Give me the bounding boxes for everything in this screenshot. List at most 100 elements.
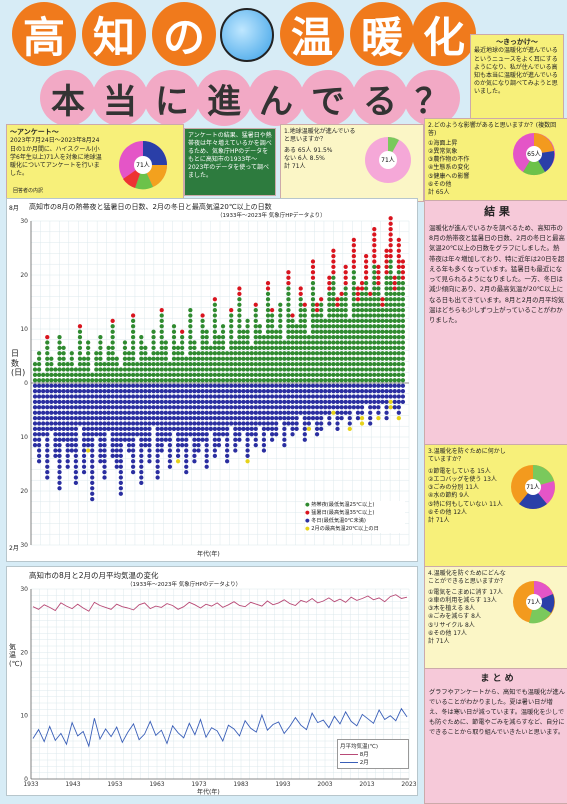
chart1-legend: ● 熱帯夜(最低気温25℃以上) ● 猛暑日(最高気温35℃以上) ● 冬日(最… — [305, 501, 405, 534]
winter-day-dot — [94, 394, 99, 399]
tropical-night-dot — [257, 345, 262, 351]
tropical-night-dot — [167, 372, 173, 378]
winter-day-dot — [167, 426, 173, 432]
tropical-night-dot — [376, 291, 381, 297]
winter-day-dot — [49, 405, 54, 410]
tropical-night-dot — [237, 361, 242, 367]
tropical-night-dot — [167, 378, 173, 383]
tropical-night-dot — [163, 367, 168, 372]
winter-day-dot — [302, 410, 307, 415]
winter-day-dot — [359, 405, 365, 410]
tropical-night-dot — [319, 340, 324, 345]
tropical-night-dot — [298, 378, 303, 383]
winter-day-dot — [57, 388, 62, 394]
tropical-night-dot — [310, 356, 316, 361]
winter-day-dot — [77, 421, 83, 426]
winter-day-dot — [225, 426, 230, 432]
tropical-night-dot — [363, 361, 369, 367]
winter-day-dot — [69, 410, 74, 415]
tropical-night-dot — [212, 302, 217, 307]
tropical-night-dot — [314, 329, 320, 334]
tropical-night-dot — [294, 334, 299, 340]
winter-day-dot — [102, 388, 107, 394]
tropical-night-dot — [351, 367, 356, 372]
winter-day-dot — [233, 442, 238, 448]
winter-day-dot — [81, 453, 87, 459]
tropical-night-dot — [32, 361, 38, 367]
tropical-night-dot — [241, 351, 246, 356]
tropical-night-dot — [363, 280, 369, 286]
winter-day-dot — [204, 432, 209, 437]
tropical-night-dot — [331, 361, 336, 367]
tropical-night-dot — [400, 302, 406, 307]
tropical-night-dot — [388, 345, 393, 351]
winter-day-dot — [163, 415, 168, 421]
extreme-heat-dot — [392, 280, 397, 286]
tropical-night-dot — [204, 351, 209, 356]
winter-day-dot — [282, 383, 287, 388]
winter-day-dot — [110, 437, 115, 442]
tropical-night-dot — [327, 318, 332, 324]
winter-day-dot — [327, 405, 332, 410]
tropical-night-dot — [359, 334, 365, 340]
tropical-night-dot — [171, 361, 177, 367]
extreme-heat-dot — [359, 280, 365, 286]
title-char: で — [300, 70, 356, 126]
tropical-night-dot — [69, 372, 74, 378]
winter-day-dot — [130, 421, 136, 426]
winter-day-dot — [319, 421, 324, 426]
tropical-night-dot — [130, 378, 136, 383]
extreme-heat-dot — [355, 291, 361, 297]
winter-day-dot — [261, 383, 267, 388]
winter-day-dot — [110, 426, 115, 432]
winter-day-dot — [200, 426, 205, 432]
tropical-night-dot — [392, 334, 397, 340]
warm-feb-dot — [331, 410, 336, 415]
chart2-legend: 月平均気温(℃) 8月 2月 — [337, 739, 409, 769]
q2-row: ②異常気象 — [428, 148, 458, 156]
winter-day-dot — [49, 415, 54, 421]
tropical-night-dot — [396, 372, 401, 378]
winter-day-dot — [143, 394, 148, 399]
tropical-night-dot — [327, 302, 332, 307]
tropical-night-dot — [400, 340, 406, 345]
q1-pie-center: 71人 — [381, 157, 395, 164]
winter-day-dot — [102, 469, 107, 475]
winter-day-dot — [368, 415, 373, 421]
winter-day-dot — [122, 405, 128, 410]
winter-day-dot — [241, 405, 246, 410]
winter-day-dot — [69, 383, 74, 388]
winter-day-dot — [57, 437, 62, 442]
tropical-night-dot — [237, 318, 242, 324]
tropical-night-dot — [351, 372, 356, 378]
winter-day-dot — [126, 432, 132, 437]
tropical-night-dot — [41, 378, 46, 383]
winter-day-dot — [143, 437, 148, 442]
tropical-night-dot — [339, 324, 344, 329]
winter-day-dot — [94, 426, 99, 432]
winter-day-dot — [196, 437, 201, 442]
tropical-night-dot — [171, 329, 177, 334]
winter-day-dot — [163, 421, 168, 426]
winter-day-dot — [253, 388, 258, 394]
winter-day-dot — [57, 486, 62, 491]
tropical-night-dot — [81, 356, 87, 361]
winter-day-dot — [171, 388, 177, 394]
winter-day-dot — [106, 394, 111, 399]
winter-day-dot — [384, 415, 389, 421]
winter-day-dot — [90, 469, 95, 475]
winter-day-dot — [384, 399, 389, 405]
winter-day-dot — [314, 432, 320, 437]
tropical-night-dot — [253, 307, 258, 313]
winter-day-dot — [86, 383, 91, 388]
winter-day-dot — [155, 426, 160, 432]
tropical-night-dot — [298, 297, 303, 302]
tropical-night-dot — [286, 313, 291, 318]
winter-day-dot — [118, 405, 123, 410]
winter-day-dot — [45, 432, 50, 437]
tropical-night-dot — [163, 356, 168, 361]
winter-day-dot — [233, 448, 238, 453]
winter-day-dot — [192, 437, 197, 442]
tropical-night-dot — [45, 372, 50, 378]
tropical-night-dot — [327, 291, 332, 297]
